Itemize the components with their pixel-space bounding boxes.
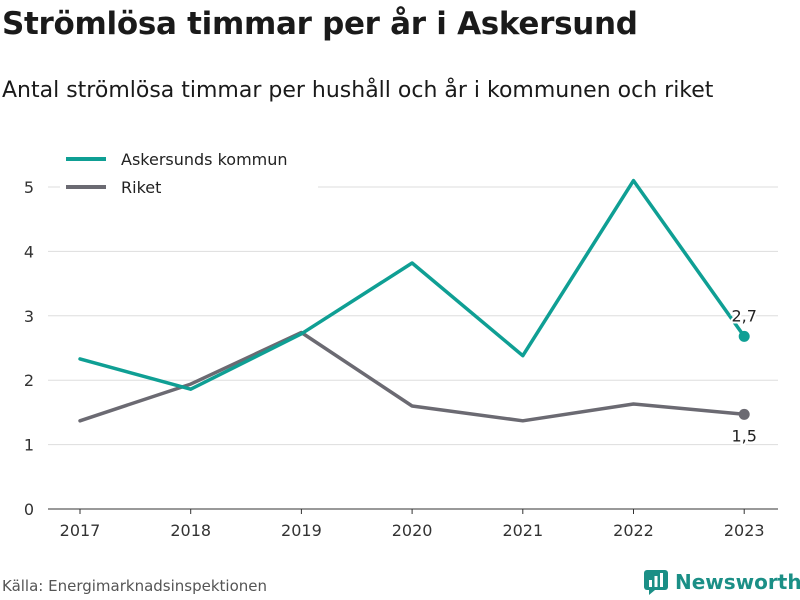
end-label-askersunds-kommun: 2,7 <box>731 306 756 325</box>
y-tick-label: 1 <box>24 436 34 455</box>
chart-subtitle: Antal strömlösa timmar per hushåll och å… <box>2 78 714 103</box>
source-note: Källa: Energimarknadsinspektionen <box>2 577 268 595</box>
x-tick-label: 2020 <box>392 521 433 540</box>
y-tick-label: 2 <box>24 371 34 390</box>
x-tick-label: 2021 <box>502 521 543 540</box>
end-label-riket: 1,5 <box>731 426 756 445</box>
x-tick-label: 2022 <box>613 521 654 540</box>
y-tick-label: 0 <box>24 500 34 519</box>
brand-name: Newsworthy <box>675 570 800 594</box>
y-tick-label: 5 <box>24 178 34 197</box>
series-line-riket <box>78 330 746 423</box>
newsworthy-logo[interactable]: Newsworthy <box>643 569 800 595</box>
series-line-askersunds-kommun <box>78 178 746 391</box>
newsworthy-logo-icon <box>644 570 668 595</box>
x-tick-label: 2017 <box>60 521 101 540</box>
x-tick-label: 2023 <box>724 521 765 540</box>
legend-label-riket: Riket <box>121 178 161 197</box>
x-tick-label: 2019 <box>281 521 322 540</box>
legend-label-askersunds-kommun: Askersunds kommun <box>121 150 288 169</box>
x-tick-label: 2018 <box>170 521 211 540</box>
axes: 0 1 2 3 4 5 2017 2018 2019 2020 2021 2022 2023 <box>24 178 778 540</box>
y-tick-label: 4 <box>24 242 34 261</box>
end-marker-askersunds-kommun <box>738 330 750 342</box>
legend-background <box>60 147 318 199</box>
series: 2,7 1,5 <box>78 178 759 447</box>
y-tick-label: 3 <box>24 307 34 326</box>
chart-title: Strömlösa timmar per år i Askersund <box>2 6 638 42</box>
end-marker-riket <box>738 408 750 420</box>
legend: Askersunds kommun Riket <box>60 147 318 199</box>
